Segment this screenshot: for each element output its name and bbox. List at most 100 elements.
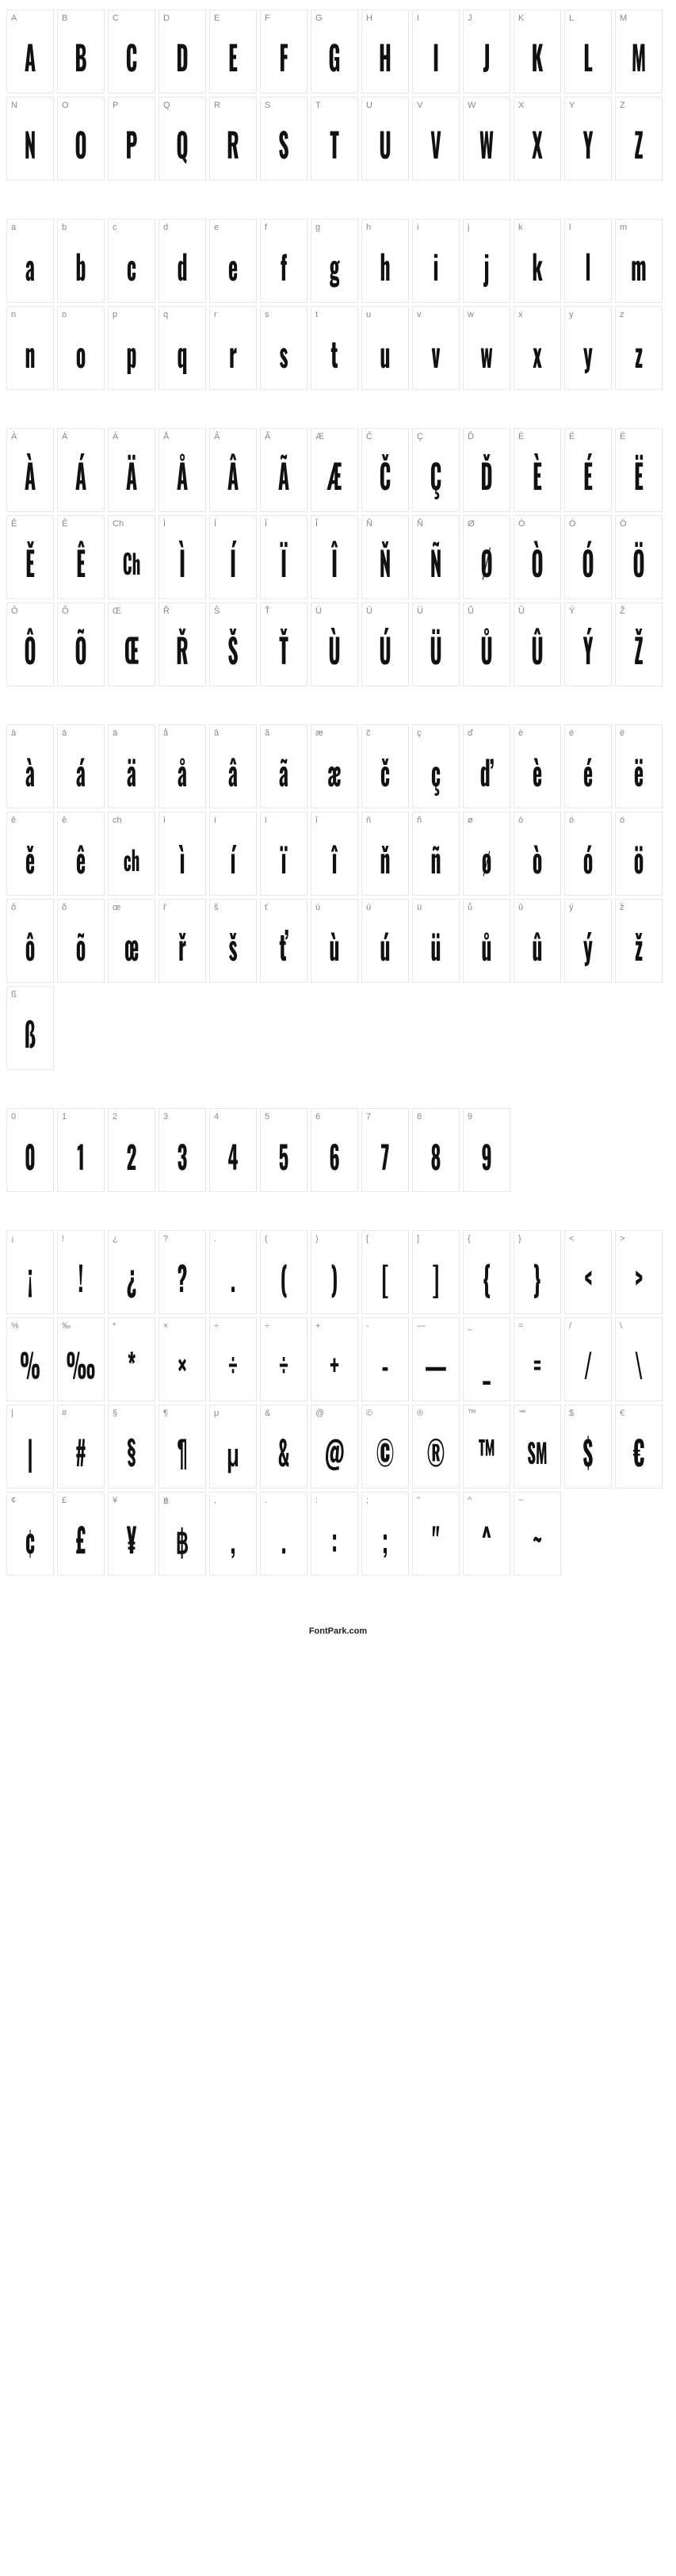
glyph-display: ™	[472, 1423, 501, 1488]
glyph-cell: cc	[108, 219, 155, 303]
glyph-display: U	[371, 115, 399, 180]
glyph-cell: ûû	[514, 899, 561, 983]
glyph-cell: ..	[209, 1230, 257, 1314]
glyph-cell: €€	[615, 1405, 663, 1489]
glyph-cell: }}	[514, 1230, 561, 1314]
glyph-label: .	[261, 1492, 307, 1510]
glyph-display: Ü	[422, 621, 450, 686]
glyph-cell: ýý	[564, 899, 612, 983]
glyph-display: è	[523, 743, 552, 808]
glyph-cell: PP	[108, 97, 155, 181]
glyph-label: Ň	[362, 516, 408, 533]
glyph-label: ò	[514, 812, 560, 830]
glyph-label: ů	[464, 900, 510, 917]
glyph-cell: ŘŘ	[158, 602, 206, 686]
glyph-cell: óó	[564, 812, 612, 896]
glyph-label: N	[7, 97, 53, 115]
glyph-label: ÷	[261, 1318, 307, 1336]
glyph-display: Õ	[67, 621, 95, 686]
glyph-cell: CC	[108, 10, 155, 94]
glyph-cell: DD	[158, 10, 206, 94]
glyph-display: ř	[168, 917, 197, 982]
glyph-display: Ď	[472, 446, 501, 511]
glyph-cell: ÙÙ	[311, 602, 358, 686]
glyph-label: w	[464, 307, 510, 324]
glyph-display: É	[574, 446, 602, 511]
glyph-label: ú	[362, 900, 408, 917]
glyph-label: ℠	[514, 1405, 560, 1423]
glyph-label: W	[464, 97, 510, 115]
glyph-cell: ÃÃ	[260, 428, 307, 512]
glyph-label: V	[413, 97, 459, 115]
glyph-cell: bb	[57, 219, 105, 303]
glyph-label: A	[7, 10, 53, 28]
glyph-display: ì	[168, 830, 197, 895]
glyph-label: ©	[362, 1405, 408, 1423]
glyph-cell: BB	[57, 10, 105, 94]
glyph-display: é	[574, 743, 602, 808]
glyph-display: Ú	[371, 621, 399, 686]
glyph-cell: úú	[361, 899, 409, 983]
glyph-display: ÷	[219, 1336, 247, 1401]
glyph-label: Ž	[616, 603, 662, 621]
glyph-label: ^	[464, 1492, 510, 1510]
glyph-display: g	[320, 237, 349, 302]
glyph-display: Ñ	[422, 533, 450, 598]
glyph-cell: àà	[6, 724, 54, 808]
glyph-cell: rr	[209, 306, 257, 390]
glyph-display: œ	[117, 917, 146, 982]
glyph-label: 1	[58, 1109, 104, 1126]
glyph-display: ฿	[168, 1510, 197, 1575]
glyph-label: č	[362, 725, 408, 743]
glyph-label: U	[362, 97, 408, 115]
glyph-cell: ff	[260, 219, 307, 303]
glyph-display: ~	[523, 1510, 552, 1575]
glyph-label: Ë	[616, 429, 662, 446]
glyph-display: Â	[219, 446, 247, 511]
glyph-label: Õ	[58, 603, 104, 621]
glyph-label: }	[514, 1231, 560, 1248]
glyph-cell: HH	[361, 10, 409, 94]
glyph-cell: ::	[311, 1492, 358, 1576]
glyph-display: H	[371, 28, 399, 93]
glyph-display: ň	[371, 830, 399, 895]
glyph-display: Œ	[117, 621, 146, 686]
glyph-cell: ll	[564, 219, 612, 303]
glyph-cell: ÷÷	[260, 1317, 307, 1401]
glyph-display: l	[574, 237, 602, 302]
glyph-label: î	[311, 812, 357, 830]
glyph-cell: hh	[361, 219, 409, 303]
glyph-display: ü	[422, 917, 450, 982]
glyph-display: Q	[168, 115, 197, 180]
glyph-display: Ö	[624, 533, 653, 598]
glyph-label: ¿	[109, 1231, 155, 1248]
glyph-label: !	[58, 1231, 104, 1248]
glyph-cell: ##	[57, 1405, 105, 1489]
glyph-label: D	[159, 10, 205, 28]
glyph-label: q	[159, 307, 205, 324]
glyph-cell: ôô	[6, 899, 54, 983]
glyph-display: 6	[320, 1126, 349, 1191]
glyph-display: ,	[219, 1510, 247, 1575]
glyph-cell: VV	[412, 97, 460, 181]
glyph-display: ï	[269, 830, 298, 895]
glyph-label: O	[58, 97, 104, 115]
glyph-cell: ^^	[463, 1492, 510, 1576]
glyph-label: ®	[413, 1405, 459, 1423]
glyph-label: â	[210, 725, 256, 743]
glyph-display: 2	[117, 1126, 146, 1191]
glyph-display: .	[269, 1510, 298, 1575]
glyph-cell: 11	[57, 1108, 105, 1192]
glyph-label: 8	[413, 1109, 459, 1126]
glyph-cell: ÚÚ	[361, 602, 409, 686]
glyph-label: §	[109, 1405, 155, 1423]
glyph-label: P	[109, 97, 155, 115]
glyph-cell: ïï	[260, 812, 307, 896]
glyph-label: Œ	[109, 603, 155, 621]
glyph-display: €	[624, 1423, 653, 1488]
glyph-cell: //	[564, 1317, 612, 1401]
glyph-cell: ďď	[463, 724, 510, 808]
glyph-display: y	[574, 324, 602, 389]
glyph-display: ê	[67, 830, 95, 895]
glyph-label: z	[616, 307, 662, 324]
